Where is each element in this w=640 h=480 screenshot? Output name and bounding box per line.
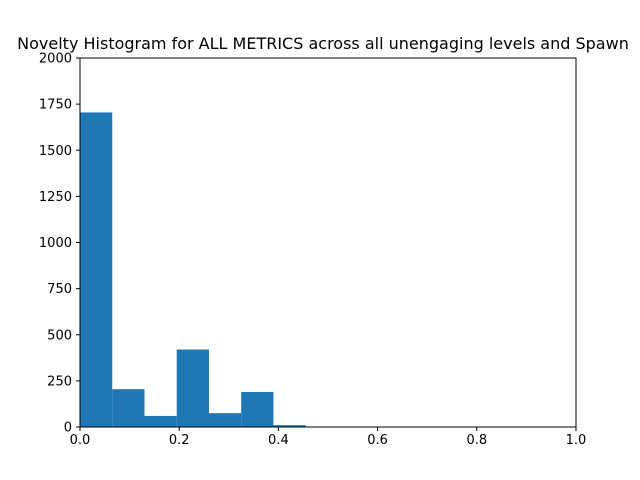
y-tick-label-5: 1250 xyxy=(39,190,72,205)
histogram-bar-1 xyxy=(112,389,145,427)
x-tick-label-4: 0.8 xyxy=(466,433,487,448)
chart-title: Novelty Histogram for ALL METRICS across… xyxy=(17,34,629,53)
y-tick-label-4: 1000 xyxy=(39,236,72,251)
histogram-bar-4 xyxy=(208,413,242,427)
histogram-bar-3 xyxy=(176,349,209,427)
y-tick-label-7: 1750 xyxy=(39,98,72,113)
x-tick-label-0: 0.0 xyxy=(70,433,91,448)
histogram-bar-2 xyxy=(144,415,177,427)
y-tick-label-0: 0 xyxy=(64,421,72,436)
histogram-bar-5 xyxy=(241,391,274,427)
y-tick-label-6: 1500 xyxy=(39,144,72,159)
histogram-bar-6 xyxy=(273,425,306,427)
histogram-bar-0 xyxy=(80,112,113,428)
y-tick-label-3: 750 xyxy=(47,282,72,297)
x-tick-label-1: 0.2 xyxy=(169,433,190,448)
y-tick-label-1: 250 xyxy=(47,374,72,389)
x-tick-label-3: 0.6 xyxy=(367,433,388,448)
x-axis-ticks: 0.0 0.2 0.4 0.6 0.8 1.0 xyxy=(70,427,587,448)
y-tick-label-8: 2000 xyxy=(39,52,72,67)
y-axis-ticks: 0 250 500 750 1000 1250 1500 1750 2000 xyxy=(39,52,80,436)
x-tick-label-2: 0.4 xyxy=(268,433,289,448)
plot-frame xyxy=(79,57,577,428)
bars-group xyxy=(80,112,306,428)
y-tick-label-2: 500 xyxy=(47,328,72,343)
x-tick-label-5: 1.0 xyxy=(566,433,587,448)
